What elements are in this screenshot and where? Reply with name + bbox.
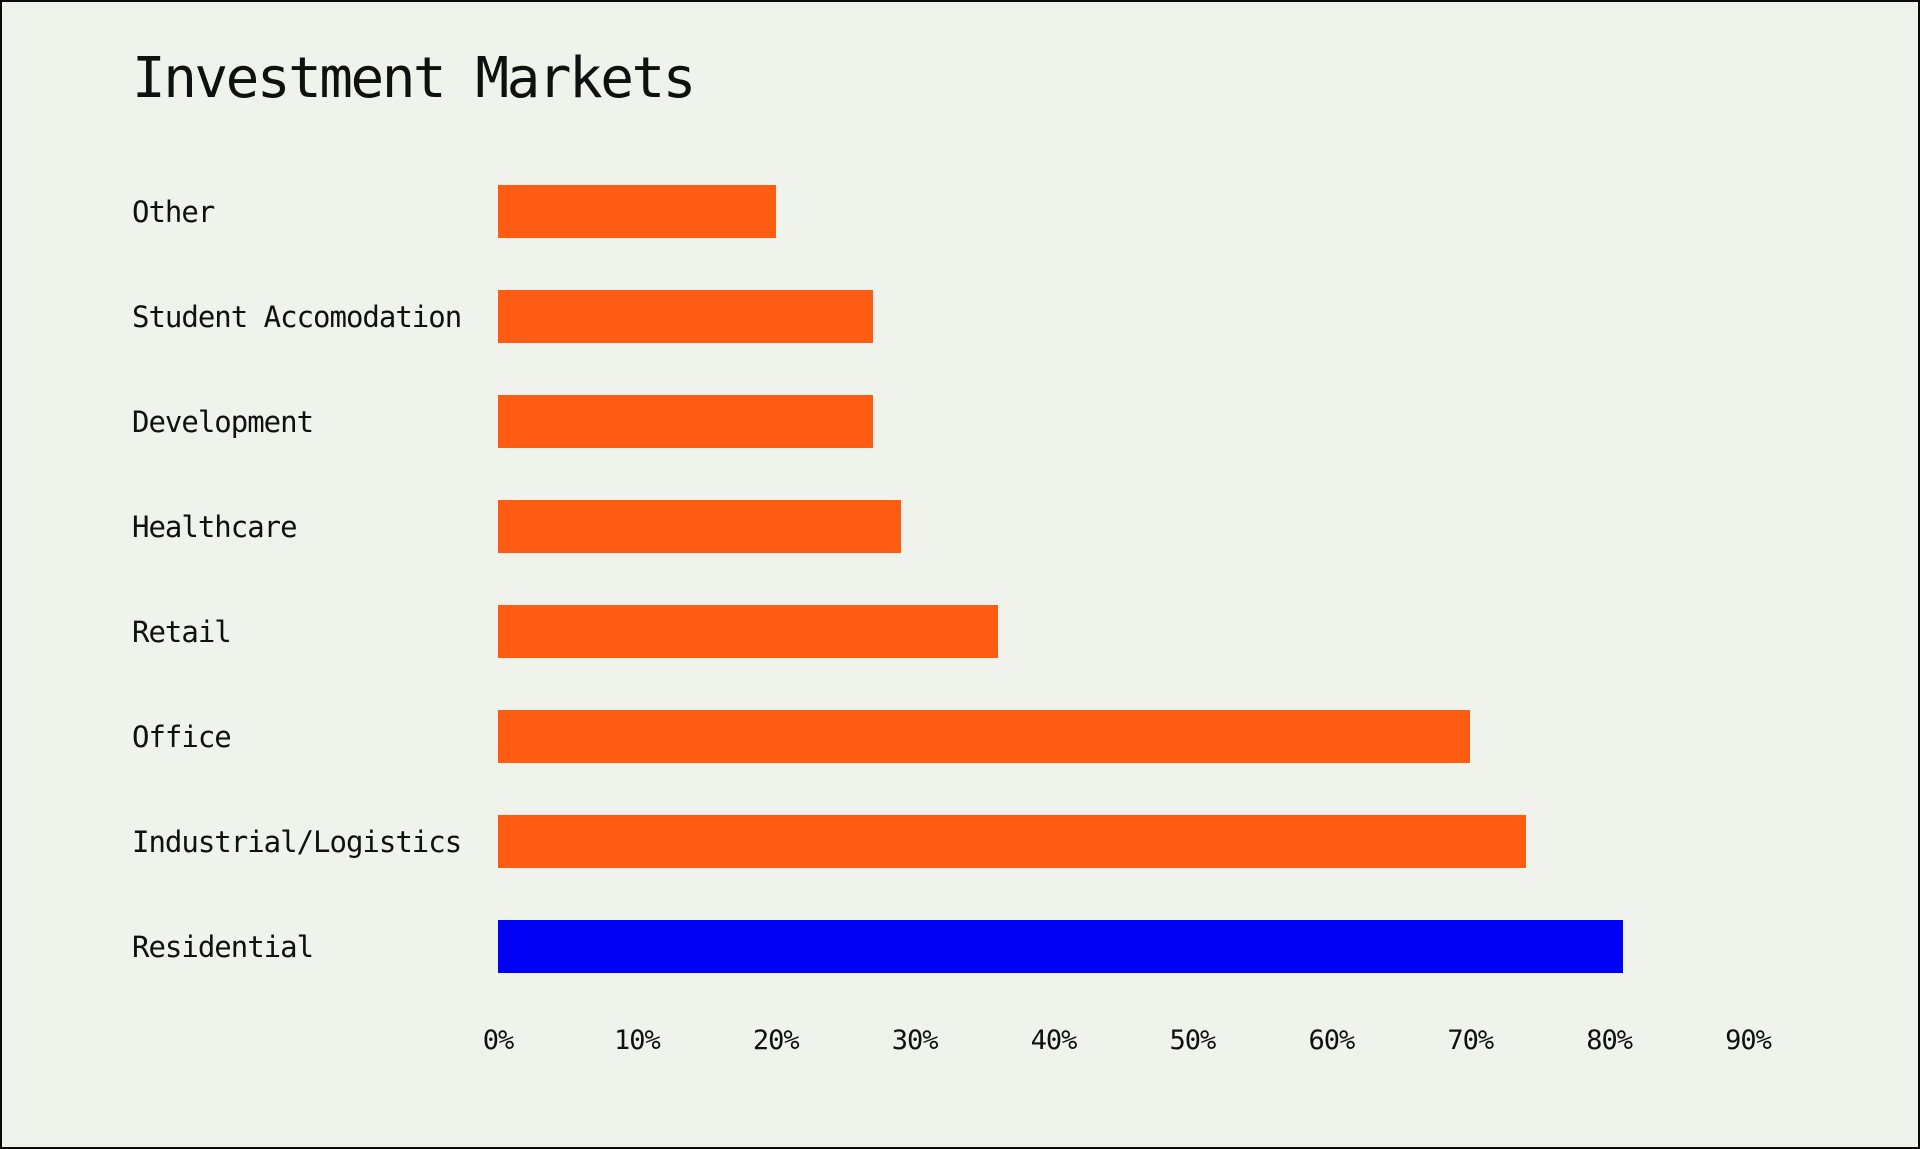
x-tick-label: 90%: [1725, 1025, 1772, 1056]
chart-row: Healthcare: [132, 474, 1918, 579]
bar-industrial-logistics: [498, 815, 1526, 868]
category-label: Student Accomodation: [132, 299, 462, 334]
x-tick-label: 40%: [1030, 1025, 1078, 1056]
bar-track: [498, 920, 1748, 973]
bar-retail: [498, 605, 998, 658]
x-tick-label: 60%: [1308, 1025, 1355, 1056]
x-tick-label: 0%: [482, 1025, 515, 1056]
bar-healthcare: [498, 500, 901, 553]
chart-row: Industrial/Logistics: [132, 789, 1918, 894]
chart-row: Residential: [132, 894, 1918, 999]
category-label: Other: [132, 194, 215, 229]
x-tick-label: 80%: [1586, 1025, 1633, 1056]
bar-track: [498, 185, 1748, 238]
chart-row: Other: [132, 159, 1918, 264]
category-label: Residential: [132, 929, 314, 964]
chart-row: Student Accomodation: [132, 264, 1918, 369]
bar-student-accomodation: [498, 290, 873, 343]
bar-residential: [498, 920, 1623, 973]
chart-title: Investment Markets: [132, 46, 696, 111]
chart-row: Retail: [132, 579, 1918, 684]
bar-other: [498, 185, 776, 238]
x-tick-label: 50%: [1169, 1025, 1217, 1056]
bar-development: [498, 395, 873, 448]
x-tick-label: 20%: [752, 1025, 800, 1056]
x-axis: 0% 10% 20% 30% 40% 50% 60% 70% 80% 90%: [483, 1025, 1772, 1061]
category-label: Industrial/Logistics: [132, 824, 462, 859]
category-label: Office: [132, 719, 232, 754]
x-tick-label: 10%: [613, 1025, 661, 1056]
category-label: Retail: [132, 614, 232, 649]
bar-track: [498, 395, 1748, 448]
bar-track: [498, 710, 1748, 763]
x-tick-label: 70%: [1447, 1025, 1494, 1056]
category-label: Development: [132, 404, 314, 439]
bar-office: [498, 710, 1471, 763]
bar-track: [498, 605, 1748, 658]
category-label: Healthcare: [132, 509, 298, 544]
chart-row: Office: [132, 684, 1918, 789]
bar-track: [498, 815, 1748, 868]
chart-row: Development: [132, 369, 1918, 474]
x-tick-label: 30%: [891, 1025, 939, 1056]
bar-track: [498, 290, 1748, 343]
chart-rows: Other Student Accomodation Development Heal…: [132, 159, 1918, 999]
bar-track: [498, 500, 1748, 553]
